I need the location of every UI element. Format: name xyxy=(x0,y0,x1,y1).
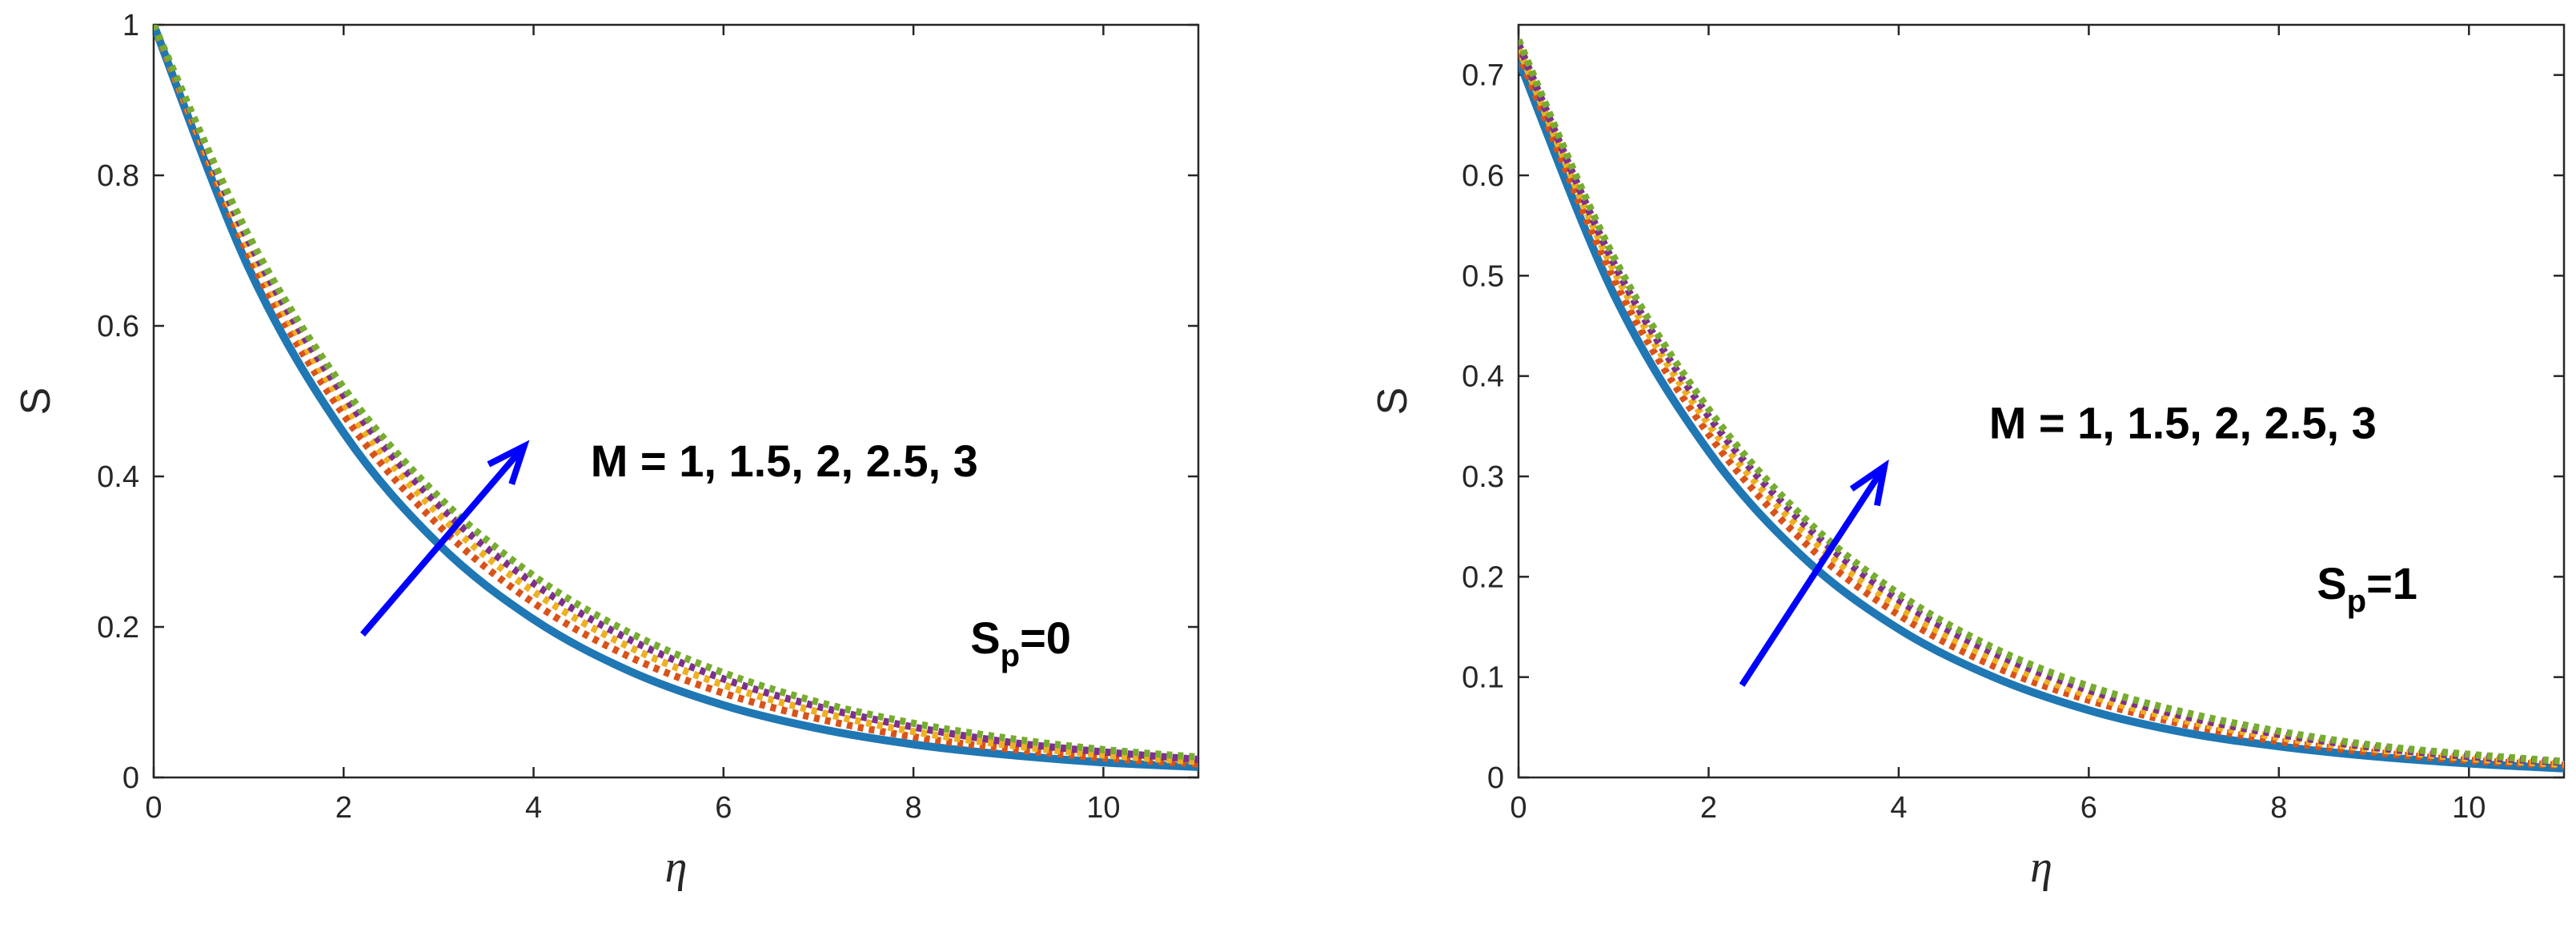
chart-2-param-label-sub: p xyxy=(2347,584,2366,619)
chart-2-plot-area xyxy=(1519,38,2564,773)
chart-2-series-1-line xyxy=(1519,58,2564,773)
chart-2-x-tick-label: 4 xyxy=(1890,791,1907,825)
chart-2-y-tick-label: 0.2 xyxy=(1462,560,1504,594)
chart-1-y-tick-label: 0 xyxy=(122,761,139,795)
chart-1-y-tick-label: 0.8 xyxy=(97,159,139,193)
chart-2-y-tick-label: 0.1 xyxy=(1462,661,1504,695)
chart-1-annotation-label: M = 1, 1.5, 2, 2.5, 3 xyxy=(591,436,978,486)
chart-1-y-tick-label: 0.4 xyxy=(97,460,139,494)
chart-1-param-label-sub: p xyxy=(1001,638,1020,673)
chart-1-series-2-line xyxy=(154,25,1198,768)
chart-2-param-label-base: S xyxy=(2317,558,2346,609)
chart-2-y-tick-label: 0 xyxy=(1487,761,1504,795)
chart-1-x-tick-label: 4 xyxy=(525,791,542,825)
chart-2-x-tick-label: 0 xyxy=(1510,791,1527,825)
chart-1-param-label: Sp=0 xyxy=(970,613,1071,673)
chart-2-series-3-line xyxy=(1519,46,2564,769)
chart-2-y-tick-label: 0.6 xyxy=(1462,159,1504,193)
chart-1-param-label-base: S xyxy=(970,613,1000,663)
chart-1: 0 2 4 6 8 10 0 0.2 0.4 0.6 0.8 1 η S M = 1, 1.5, 2, 2.… xyxy=(13,9,1200,892)
chart-1-trend-arrow-head xyxy=(487,440,530,485)
chart-2-series-2-line xyxy=(1519,51,2564,769)
chart-1-plot-area xyxy=(154,25,1198,771)
chart-2: 0 2 4 6 8 10 0 0.1 0.2 0.3 0.4 0.5 0.6 0.7 η S M = 1, 1.… xyxy=(1370,23,2566,892)
chart-2-annotation-label: M = 1, 1.5, 2, 2.5, 3 xyxy=(1989,397,2377,448)
chart-1-series-5-line xyxy=(154,25,1198,761)
chart-2-series-5-line xyxy=(1519,38,2564,765)
chart-1-series-1-line xyxy=(154,25,1198,771)
chart-2-x-tick-label: 2 xyxy=(1700,791,1717,825)
chart-2-param-label: Sp=1 xyxy=(2317,558,2418,619)
chart-2-x-tick-label: 10 xyxy=(2452,791,2486,825)
chart-1-x-tick-label: 2 xyxy=(335,791,352,825)
chart-2-trend-arrow-head xyxy=(1849,459,1889,507)
chart-1-x-axis-label: η xyxy=(665,842,688,892)
chart-1-trend-arrow-shaft xyxy=(359,448,523,637)
chart-1-x-tick-label: 8 xyxy=(905,791,922,825)
chart-2-y-axis-label: S xyxy=(1370,388,1416,416)
chart-2-trend-arrow-shaft xyxy=(1739,469,1884,687)
chart-1-y-axis-label: S xyxy=(13,388,59,416)
chart-2-x-axis-label: η xyxy=(2030,842,2052,892)
chart-2-y-tick-label: 0.5 xyxy=(1462,259,1504,293)
chart-1-y-tick-label: 1 xyxy=(122,9,139,42)
chart-1-series-4-line xyxy=(154,25,1198,763)
chart-1-x-tick-label: 10 xyxy=(1086,791,1120,825)
chart-1-x-tick-label: 6 xyxy=(715,791,732,825)
chart-2-y-tick-label: 0.7 xyxy=(1462,59,1504,93)
chart-1-y-tick-label: 0.2 xyxy=(97,611,139,645)
chart-2-x-tick-label: 6 xyxy=(2080,791,2097,825)
chart-2-param-label-rest: =1 xyxy=(2366,558,2418,609)
chart-1-x-tick-label: 0 xyxy=(145,791,162,825)
chart-1-y-tick-label: 0.6 xyxy=(97,310,139,343)
chart-2-y-tick-label: 0.3 xyxy=(1462,460,1504,494)
chart-2-x-tick-label: 8 xyxy=(2270,791,2287,825)
chart-1-param-label-rest: =0 xyxy=(1020,613,1071,663)
chart-2-y-tick-label: 0.4 xyxy=(1462,360,1504,394)
